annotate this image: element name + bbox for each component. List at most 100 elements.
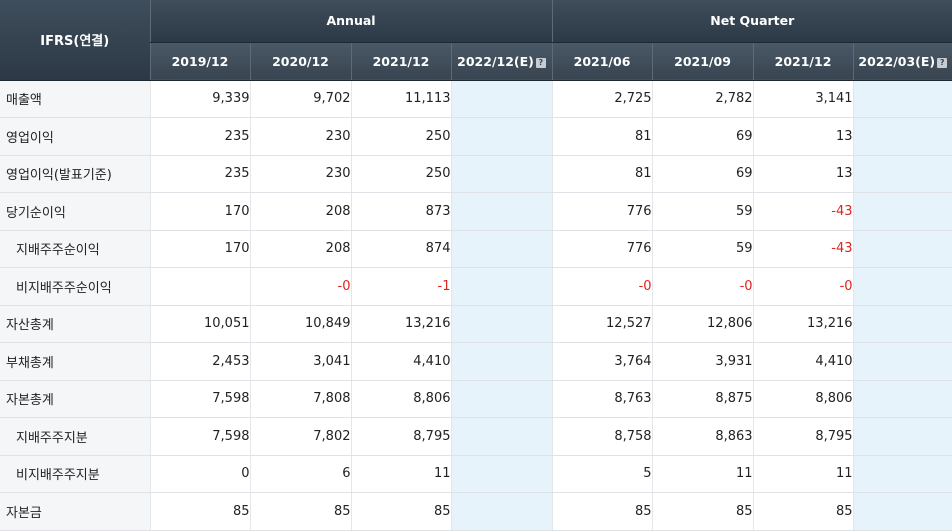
value-cell: 8,763 [551,380,653,418]
value-cell: 874 [350,230,451,268]
net-quarter-group-header: Net Quarter [551,0,952,43]
value-cell [149,267,250,306]
value-cell: 7,802 [249,417,351,456]
estimate-value-cell [852,117,952,156]
ifrs-basis-header: IFRS(연결) [0,0,150,81]
value-cell: 85 [752,492,854,531]
estimate-value-cell [450,417,553,456]
value-cell: 2,782 [651,80,754,118]
table-row: 영업이익 235 230 250 81 69 13 [0,117,952,156]
period-header: 2021/12 [350,42,451,81]
value-cell: 3,141 [752,80,854,118]
row-label: 부채총계 [0,342,150,381]
row-label: 비지배주주지분 [0,455,150,493]
value-cell: 9,339 [149,80,250,118]
estimate-value-cell [852,342,952,381]
value-cell: 13,216 [752,305,854,343]
value-cell: 8,806 [350,380,451,418]
annual-group-header: Annual [149,0,553,43]
estimate-value-cell [852,155,952,193]
value-cell: 208 [249,230,351,268]
value-cell: -0 [651,267,754,306]
period-header: 2021/12 [752,42,854,81]
row-label: 매출액 [0,80,150,118]
value-cell: 6 [249,455,351,493]
estimate-value-cell [852,492,952,531]
period-header: 2021/09 [651,42,754,81]
value-cell: 230 [249,155,351,193]
value-cell: -43 [752,192,854,231]
estimate-value-cell [450,342,553,381]
value-cell: 11 [350,455,451,493]
value-cell: 776 [551,192,653,231]
row-label: 영업이익(발표기준) [0,155,150,193]
header-row-groups: IFRS(연결) Annual Net Quarter [0,0,952,81]
row-label: 자본금 [0,492,150,531]
value-cell: 230 [249,117,351,156]
period-header: 2019/12 [149,42,250,81]
value-cell: -43 [752,230,854,268]
row-label: 지배주주지분 [0,417,150,456]
value-cell: 250 [350,155,451,193]
table-row: 자산총계 10,051 10,849 13,216 12,527 12,806 13,216 [0,305,952,343]
value-cell: 235 [149,155,250,193]
value-cell: 2,453 [149,342,250,381]
period-label: 2022/03(E) [858,53,936,69]
estimate-value-cell [852,80,952,118]
estimate-value-cell [852,305,952,343]
value-cell: 81 [551,155,653,193]
table-body: 매출액 9,339 9,702 11,113 2,725 2,782 3,141 영업이익 23… [0,80,952,531]
value-cell: 4,410 [350,342,451,381]
value-cell: 7,808 [249,380,351,418]
table-row: 부채총계 2,453 3,041 4,410 3,764 3,931 4,410 [0,342,952,381]
value-cell: 8,806 [752,380,854,418]
estimate-value-cell [450,492,553,531]
value-cell: 81 [551,117,653,156]
table-row: 지배주주순이익 170 208 874 776 59 -43 [0,230,952,268]
estimate-value-cell [852,267,952,306]
value-cell: 12,527 [551,305,653,343]
value-cell: 873 [350,192,451,231]
value-cell: 8,758 [551,417,653,456]
estimate-value-cell [450,230,553,268]
table-row: 당기순이익 170 208 873 776 59 -43 [0,192,952,231]
table-row: 지배주주지분 7,598 7,802 8,795 8,758 8,863 8,795 [0,417,952,456]
estimate-value-cell [450,117,553,156]
header-row-periods: 2019/12 2020/12 2021/12 2022/12(E)? 2021… [0,42,952,81]
estimate-value-cell [450,155,553,193]
row-label: 영업이익 [0,117,150,156]
estimate-value-cell [852,417,952,456]
value-cell: 11 [752,455,854,493]
row-label: 비지배주주순이익 [0,267,150,306]
value-cell: 10,849 [249,305,351,343]
value-cell: 69 [651,155,754,193]
value-cell: 8,875 [651,380,754,418]
table-row: 자본금 85 85 85 85 85 85 [0,492,952,531]
value-cell: -0 [249,267,351,306]
help-icon[interactable]: ? [535,57,546,68]
value-cell: 7,598 [149,417,250,456]
value-cell: 8,795 [752,417,854,456]
estimate-value-cell [450,455,553,493]
value-cell: 7,598 [149,380,250,418]
value-cell: 13 [752,117,854,156]
help-icon[interactable]: ? [937,57,948,68]
table-row: 비지배주주순이익 -0 -1 -0 -0 -0 [0,267,952,306]
estimate-value-cell [450,305,553,343]
value-cell: 85 [651,492,754,531]
row-label: 자본총계 [0,380,150,418]
value-cell: 69 [651,117,754,156]
row-label: 지배주주순이익 [0,230,150,268]
period-header: 2021/06 [551,42,653,81]
value-cell: 3,764 [551,342,653,381]
value-cell: 11,113 [350,80,451,118]
value-cell: 2,725 [551,80,653,118]
value-cell: 13 [752,155,854,193]
value-cell: 3,931 [651,342,754,381]
value-cell: 85 [551,492,653,531]
value-cell: -0 [551,267,653,306]
value-cell: 5 [551,455,653,493]
value-cell: 4,410 [752,342,854,381]
estimate-value-cell [852,230,952,268]
